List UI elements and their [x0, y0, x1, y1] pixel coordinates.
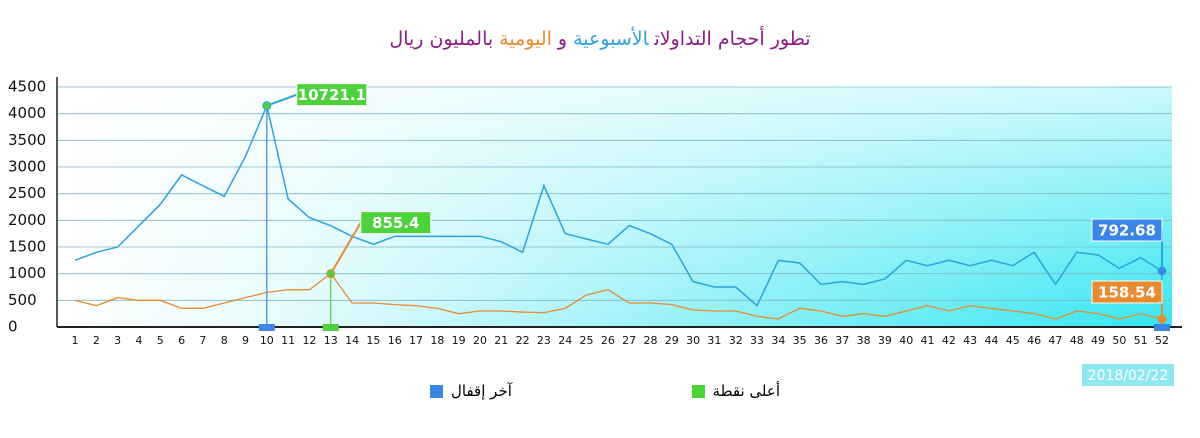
x-tick-label: 19 [452, 334, 466, 347]
x-tick-label: 7 [199, 334, 206, 347]
callout-box [360, 211, 432, 235]
x-tick-label: 6 [178, 334, 185, 347]
x-tick-label: 38 [857, 334, 871, 347]
x-tick-label: 35 [793, 334, 807, 347]
callout-label: 10721.1 [298, 86, 366, 104]
highlight-marker [1154, 324, 1170, 331]
callout-label: 792.68 [1098, 222, 1156, 240]
x-tick-label: 4 [135, 334, 142, 347]
y-tick-label: 3500 [8, 131, 46, 149]
y-tick-label: 2500 [8, 184, 46, 202]
x-tick-label: 10 [260, 334, 274, 347]
callout-box [1091, 218, 1163, 242]
legend-item: آخر إقفال [430, 382, 512, 400]
x-tick-label: 48 [1070, 334, 1084, 347]
x-tick-label: 17 [409, 334, 423, 347]
legend-label: آخر إقفال [451, 382, 512, 400]
y-tick-label: 4000 [8, 104, 46, 122]
highlight-marker [258, 324, 275, 331]
x-tick-label: 44 [984, 334, 998, 347]
callout-box [1091, 280, 1163, 304]
chart-title: تطور أحجام التداولاتالأسبوعيةواليوميةبال… [0, 28, 1200, 50]
y-tick-label: 500 [8, 291, 37, 309]
series-line [74, 272, 1163, 320]
title-part: بالمليون ريال [389, 28, 494, 50]
callout-box [296, 83, 368, 107]
y-tick-label: 0 [8, 318, 18, 336]
x-tick-label: 20 [473, 334, 487, 347]
x-tick-label: 3 [114, 334, 121, 347]
x-tick-label: 30 [686, 334, 700, 347]
x-tick-label: 23 [537, 334, 551, 347]
y-tick-label: 1500 [8, 238, 46, 256]
callout-point [1157, 314, 1167, 324]
callout-point [262, 101, 272, 111]
title-part: تطور أحجام التداولات [654, 28, 811, 50]
x-tick-label: 8 [221, 334, 228, 347]
x-tick-label: 50 [1112, 334, 1126, 347]
x-tick-label: 33 [750, 334, 764, 347]
x-tick-label: 2 [93, 334, 100, 347]
x-tick-label: 12 [302, 334, 316, 347]
x-tick-label: 1 [72, 334, 79, 347]
x-tick-label: 51 [1134, 334, 1148, 347]
x-tick-label: 37 [835, 334, 849, 347]
x-tick-label: 5 [157, 334, 164, 347]
legend: أعلى نقطة آخر إقفال [430, 382, 780, 400]
title-part: و [557, 28, 568, 50]
x-tick-label: 21 [494, 334, 508, 347]
x-tick-label: 14 [345, 334, 359, 347]
x-tick-label: 41 [921, 334, 935, 347]
x-tick-label: 28 [643, 334, 657, 347]
x-tick-label: 47 [1048, 334, 1062, 347]
callout-label: 855.4 [372, 214, 419, 232]
title-part: الأسبوعية [573, 28, 649, 50]
x-tick-label: 18 [430, 334, 444, 347]
highlight-marker [322, 324, 339, 331]
callout-line [329, 222, 362, 275]
x-tick-label: 13 [324, 334, 338, 347]
legend-label: أعلى نقطة [712, 382, 780, 400]
series-line [74, 103, 1163, 307]
x-tick-label: 39 [878, 334, 892, 347]
x-tick-label: 46 [1027, 334, 1041, 347]
title-part: اليومية [499, 28, 552, 50]
callout-label: 158.54 [1098, 284, 1156, 302]
x-tick-label: 9 [242, 334, 249, 347]
callout-point [1157, 266, 1167, 276]
y-tick-label: 4500 [8, 78, 46, 96]
y-tick-label: 3000 [8, 158, 46, 176]
plot-bg-fade [57, 87, 1172, 327]
x-tick-label: 36 [814, 334, 828, 347]
x-tick-label: 16 [388, 334, 402, 347]
legend-swatch [691, 384, 705, 398]
x-tick-label: 29 [665, 334, 679, 347]
callout-line [266, 93, 298, 107]
x-tick-label: 45 [1006, 334, 1020, 347]
x-tick-label: 11 [281, 334, 295, 347]
date-label: 2018/02/22 [1088, 368, 1169, 384]
x-tick-label: 26 [601, 334, 615, 347]
x-tick-label: 22 [516, 334, 530, 347]
x-tick-label: 27 [622, 334, 636, 347]
x-tick-label: 40 [899, 334, 913, 347]
x-tick-label: 49 [1091, 334, 1105, 347]
date-box [1082, 364, 1174, 386]
x-tick-label: 42 [942, 334, 956, 347]
y-tick-label: 1000 [8, 264, 46, 282]
x-tick-label: 52 [1155, 334, 1169, 347]
callout-point [326, 269, 336, 279]
x-tick-label: 32 [729, 334, 743, 347]
x-tick-label: 25 [580, 334, 594, 347]
x-tick-label: 31 [707, 334, 721, 347]
legend-item: أعلى نقطة [691, 382, 780, 400]
legend-swatch [430, 384, 443, 398]
x-tick-label: 43 [963, 334, 977, 347]
y-tick-label: 2000 [8, 211, 46, 229]
x-tick-label: 24 [558, 334, 572, 347]
x-tick-label: 15 [366, 334, 380, 347]
x-tick-label: 34 [771, 334, 785, 347]
